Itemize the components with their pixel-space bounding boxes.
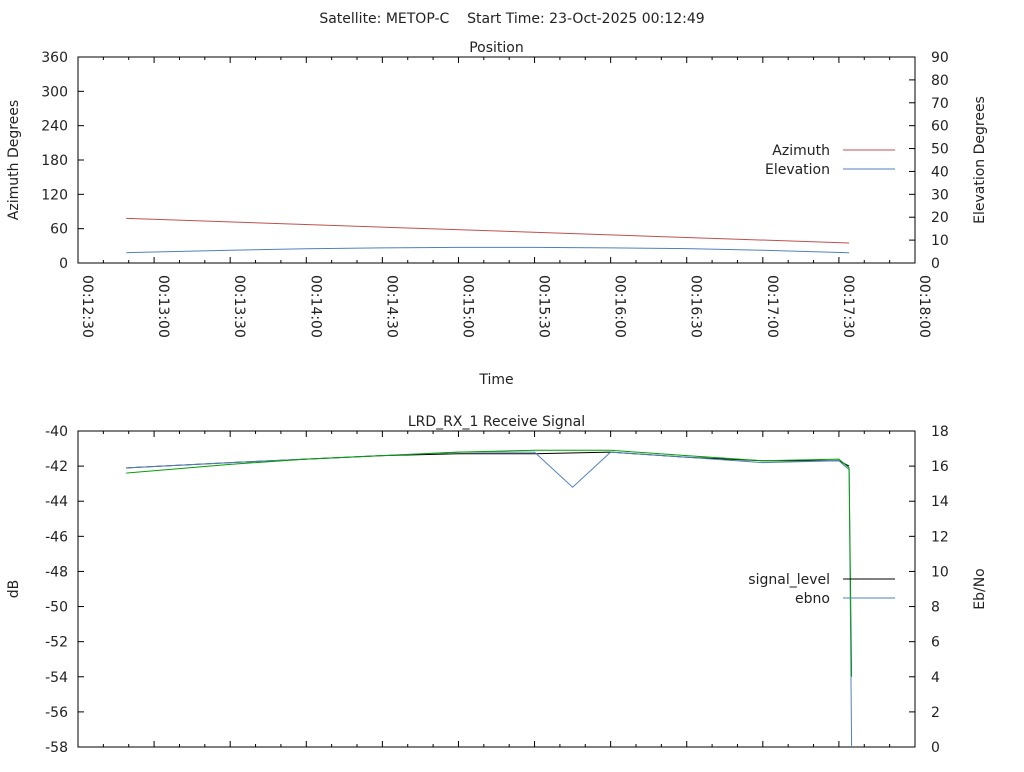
y2-tick-label: 4: [931, 670, 940, 686]
y-tick-label: -46: [45, 529, 68, 545]
legend-label-Azimuth: Azimuth: [772, 143, 830, 159]
y2-tick-label: 6: [931, 635, 940, 651]
y2-tick-label: 14: [931, 494, 949, 510]
y-tick-label: 240: [41, 119, 68, 135]
y-tick-label: 0: [59, 256, 68, 272]
series-line-signal_level: [126, 451, 850, 469]
y2-tick-label: 30: [931, 187, 949, 203]
y-tick-label: -40: [45, 424, 68, 440]
y-axis-label: Azimuth Degrees: [6, 100, 22, 220]
y-axis-label: dB: [6, 580, 22, 599]
plot-title: LRD_RX_1 Receive Signal: [408, 414, 585, 430]
y-tick-label: -56: [45, 705, 68, 721]
x-tick-label: 00:17:00: [764, 275, 780, 338]
y2-tick-label: 2: [931, 705, 940, 721]
x-tick-label: 00:12:30: [79, 275, 95, 338]
y2-tick-label: 12: [931, 529, 949, 545]
y-tick-label: -42: [45, 459, 68, 475]
y-tick-label: 120: [41, 187, 68, 203]
x-tick-label: 00:14:00: [307, 275, 323, 338]
y-tick-label: 60: [50, 222, 68, 238]
y2-tick-label: 18: [931, 424, 949, 440]
legend-label-ebno: ebno: [795, 591, 830, 607]
y2-tick-label: 16: [931, 459, 949, 475]
legend-label-Elevation: Elevation: [765, 162, 830, 178]
y2-tick-label: 50: [931, 142, 949, 158]
plot-frame: [77, 430, 916, 748]
y2-axis-label: Eb/No: [972, 568, 988, 610]
y-tick-label: 300: [41, 84, 68, 100]
x-tick-label: 00:15:30: [536, 275, 552, 338]
series-line-ebno: [126, 451, 853, 748]
series-line-Elevation: [126, 246, 850, 254]
x-tick-label: 00:13:30: [231, 275, 247, 338]
chart-header: Satellite: METOP-C Start Time: 23-Oct-20…: [319, 11, 704, 27]
series-line-Azimuth: [126, 217, 850, 244]
x-tick-label: 00:15:00: [459, 275, 475, 338]
y-tick-label: -54: [45, 670, 68, 686]
y-tick-label: 180: [41, 153, 68, 169]
y-tick-label: 360: [41, 50, 68, 66]
x-tick-label: 00:16:30: [688, 275, 704, 338]
y2-tick-label: 40: [931, 164, 949, 180]
y2-tick-label: 10: [931, 564, 949, 580]
legend-label-signal_level: signal_level: [748, 572, 830, 588]
y-tick-label: -44: [45, 494, 68, 510]
plot-frame: [77, 56, 916, 264]
plot-1: Position 00:12:30 00:13:00 00:13:30 00:14:00…: [6, 40, 988, 388]
y-tick-label: -50: [45, 600, 68, 616]
x-tick-label: 00:13:00: [155, 275, 171, 338]
y2-tick-label: 80: [931, 73, 949, 89]
series-line-series-3: [126, 449, 853, 677]
x-tick-label: 00:18:00: [916, 275, 932, 338]
y2-tick-label: 8: [931, 600, 940, 616]
y2-axis-label: Elevation Degrees: [972, 96, 988, 224]
y2-tick-label: 60: [931, 119, 949, 135]
y-tick-label: -58: [45, 740, 68, 756]
y2-tick-label: 90: [931, 50, 949, 66]
x-tick-label: 00:17:30: [840, 275, 856, 338]
x-tick-label: 00:14:30: [383, 275, 399, 338]
x-tick-label: 00:16:00: [612, 275, 628, 338]
y2-tick-label: 10: [931, 233, 949, 249]
plot-2: LRD_RX_1 Receive Signal -40 -42 -44 -46 -48 -5…: [6, 414, 988, 756]
plot-title: Position: [469, 40, 524, 56]
y2-tick-label: 70: [931, 96, 949, 112]
y2-tick-label: 0: [931, 256, 940, 272]
y-tick-label: -48: [45, 564, 68, 580]
x-axis-label: Time: [478, 372, 513, 388]
y-tick-label: -52: [45, 635, 68, 651]
y2-tick-label: 0: [931, 740, 940, 756]
y2-tick-label: 20: [931, 210, 949, 226]
